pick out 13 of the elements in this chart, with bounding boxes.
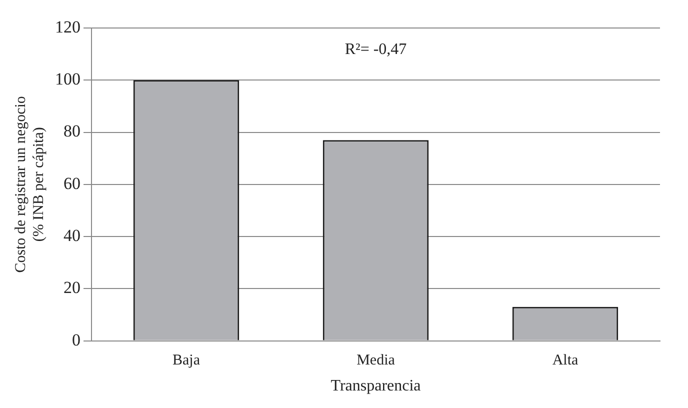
x-axis-title: Transparencia [330,378,421,395]
y-tick-label: 100 [55,70,80,89]
y-tick-label: 20 [64,278,80,298]
y-axis-title: Costo de registrar un negocio (% INB per cápita) [12,96,47,273]
annotation: R²= -0,47 [344,41,407,58]
x-tick-label: Media [356,352,396,369]
y-tick-label: 120 [55,17,80,36]
y-tick-label: 60 [64,174,80,193]
y-tick-label: 80 [64,122,80,141]
x-tick-label: Alta [552,352,579,369]
y-tick-label: 40 [64,226,80,245]
y-tick-label: 0 [72,330,80,350]
x-tick-label: Baja [172,352,200,369]
